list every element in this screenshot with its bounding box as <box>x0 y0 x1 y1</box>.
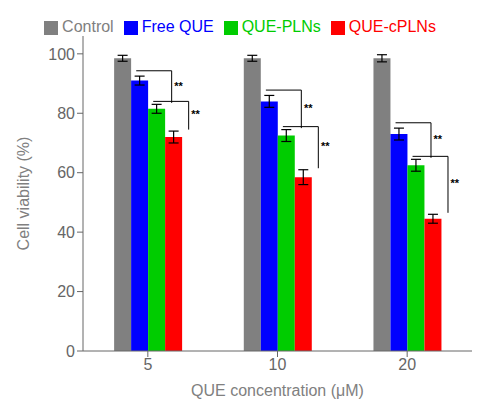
svg-text:20: 20 <box>398 356 416 373</box>
html-text:QUE-cPLNs: QUE-cPLNs <box>348 18 436 35</box>
svg-text:80: 80 <box>57 105 75 122</box>
html-text:Free QUE: Free QUE <box>141 18 214 35</box>
html-text:Control: Control <box>62 18 114 35</box>
svg-text:20: 20 <box>57 283 75 300</box>
svg-text:**: ** <box>434 133 443 145</box>
svg-text:5: 5 <box>143 356 152 373</box>
svg-text:10: 10 <box>269 356 287 373</box>
svg-text:**: ** <box>174 80 183 92</box>
svg-text:**: ** <box>304 102 313 114</box>
svg-text:QUE concentration (μM): QUE concentration (μM) <box>191 382 364 399</box>
svg-text:**: ** <box>451 177 460 189</box>
svg-text:40: 40 <box>57 224 75 241</box>
svg-text:0: 0 <box>66 343 75 360</box>
svg-text:**: ** <box>321 140 330 152</box>
svg-text:Cell viability (%): Cell viability (%) <box>15 137 32 251</box>
html-text:QUE-PLNs: QUE-PLNs <box>241 18 321 35</box>
svg-text:**: ** <box>191 108 200 120</box>
svg-text:100: 100 <box>48 46 75 63</box>
svg-text:60: 60 <box>57 164 75 181</box>
